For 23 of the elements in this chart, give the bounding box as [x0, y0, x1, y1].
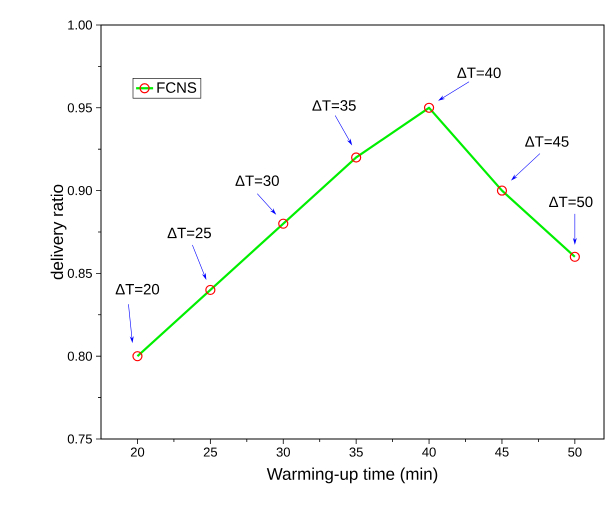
x-axis-title: Warming-up time (min)	[266, 468, 438, 484]
annotation: ΔT=20	[116, 284, 160, 294]
legend-label: FCNS	[157, 82, 196, 93]
y-tick-label: 1.00	[68, 20, 92, 30]
x-tick-label: 50	[568, 448, 582, 457]
annotation: ΔT=45	[525, 136, 569, 147]
annotation: ΔT=30	[235, 175, 279, 186]
y-tick-label: 0.80	[68, 352, 92, 361]
annotation: ΔT=50	[549, 196, 592, 208]
y-tick-label: 0.75	[68, 434, 92, 444]
x-tick-label: 20	[130, 448, 144, 457]
x-tick-label: 35	[349, 448, 363, 457]
y-tick-label: 0.95	[68, 103, 92, 112]
x-tick-label: 40	[422, 448, 436, 457]
annotation: ΔT=40	[457, 67, 501, 78]
x-tick-label: 45	[495, 448, 509, 457]
y-tick-label: 0.90	[68, 186, 92, 196]
x-tick-label: 25	[204, 448, 218, 457]
annotation: ΔT=35	[312, 100, 356, 111]
annotation: ΔT=25	[168, 228, 211, 238]
y-tick-label: 0.85	[68, 268, 92, 278]
x-tick-label: 30	[276, 448, 290, 457]
y-axis-title: delivery ratio	[50, 184, 66, 280]
